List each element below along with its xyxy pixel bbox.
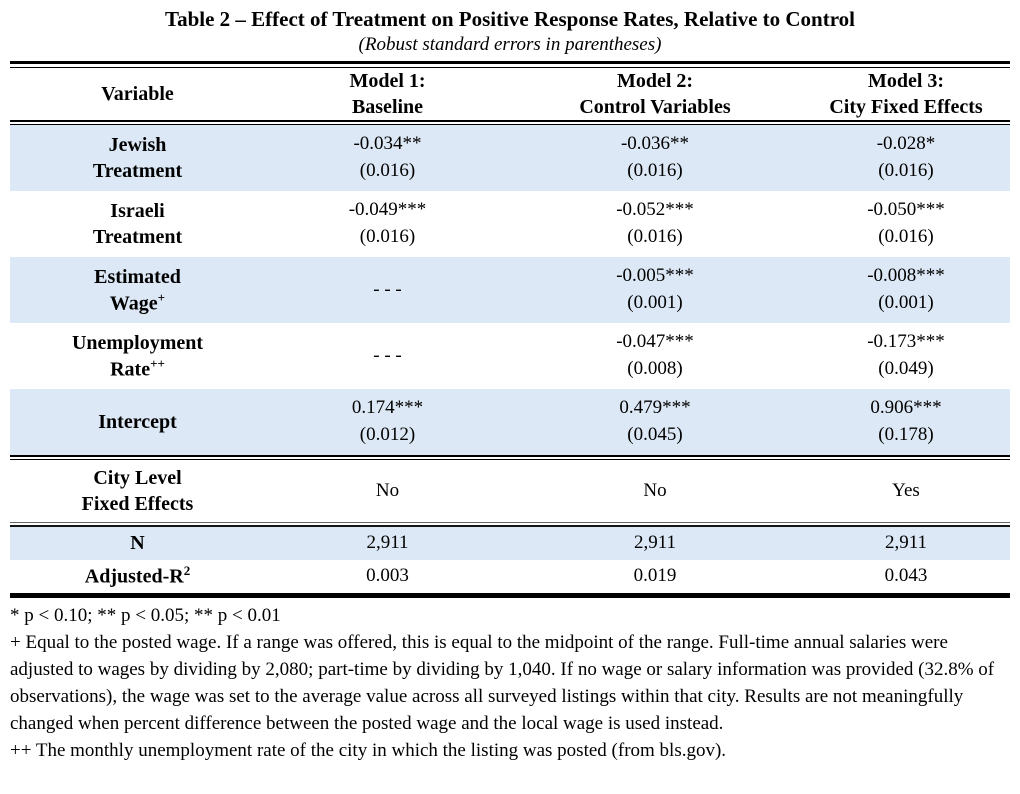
model1-cell: -0.049*** (0.016) (348, 199, 427, 247)
variable-label: City Level Fixed Effects (81, 466, 194, 515)
wage-footnote: + Equal to the posted wage. If a range w… (10, 631, 995, 734)
table-row-jewish-treatment: Jewish Treatment -0.034** (0.016) -0.036… (10, 124, 1010, 191)
fixed-effects-bottom-rule (10, 521, 1010, 527)
variable-label: Adjusted-R2 (84, 563, 191, 588)
model3-cell: 0.043 (884, 565, 928, 587)
model2-cell: 0.479*** (0.045) (619, 397, 691, 445)
variable-label: Jewish Treatment (92, 133, 183, 182)
model3-cell: 0.906*** (0.178) (870, 397, 942, 445)
intercept-bottom-rule (10, 454, 1010, 460)
table-row-unemployment-rate: Unemployment Rate++ - - - -0.047*** (0.0… (10, 323, 1010, 389)
table-header-row: Variable Model 1: Baseline Model 2: Cont… (10, 68, 1010, 120)
model1-cell: No (375, 479, 400, 501)
model3-cell: -0.050*** (0.016) (867, 199, 945, 247)
r2-superscript: 2 (183, 563, 191, 579)
table-top-rule (10, 60, 1010, 68)
model1-cell-empty: - - - (373, 278, 402, 300)
model1-cell: -0.034** (0.016) (353, 133, 422, 181)
model1-cell: 0.174*** (0.012) (351, 397, 424, 445)
significance-note: * p < 0.10; ** p < 0.05; ** p < 0.01 (10, 604, 281, 626)
model3-cell: Yes (892, 479, 920, 501)
rate-footnote-marker: ++ (150, 355, 165, 371)
table-row-n: N 2,911 2,911 2,911 (10, 526, 1010, 560)
model2-cell: -0.052*** (0.016) (616, 199, 694, 247)
model2-cell: No (643, 479, 667, 501)
regression-table: Variable Model 1: Baseline Model 2: Cont… (10, 60, 1010, 598)
wage-footnote-marker: + (157, 289, 166, 305)
model1-cell: 0.003 (366, 565, 409, 587)
table-title: Table 2 – Effect of Treatment on Positiv… (165, 7, 855, 31)
unemployment-footnote: ++ The monthly unemployment rate of the … (10, 739, 727, 761)
table-footnotes: * p < 0.10; ** p < 0.05; ** p < 0.01 + E… (10, 603, 1010, 765)
variable-label: Estimated Wage+ (94, 265, 181, 315)
column-header-variable: Variable (101, 82, 174, 105)
model1-cell-empty: - - - (373, 344, 402, 366)
model1-cell: 2,911 (366, 532, 409, 554)
model3-cell: -0.008*** (0.001) (867, 265, 945, 313)
table-subtitle: (Robust standard errors in parentheses) (358, 34, 662, 56)
model2-cell: -0.047*** (0.008) (616, 331, 694, 379)
model2-cell: 2,911 (633, 532, 677, 554)
variable-label: N (130, 532, 145, 555)
table-row-adjusted-r2: Adjusted-R2 0.003 0.019 0.043 (10, 560, 1010, 593)
table-row-estimated-wage: Estimated Wage+ - - - -0.005*** (0.001) … (10, 256, 1010, 323)
model2-cell: 0.019 (633, 565, 677, 587)
variable-label: Unemployment Rate++ (71, 331, 204, 381)
model3-cell: -0.028* (0.016) (876, 133, 936, 181)
model3-cell: -0.173*** (0.049) (867, 331, 945, 379)
table-bottom-rule (10, 592, 1010, 598)
column-header-model1: Model 1: Baseline (349, 69, 426, 118)
column-header-model2: Model 2: Control Variables (579, 69, 731, 118)
model3-cell: 2,911 (884, 532, 928, 554)
column-header-model3: Model 3: City Fixed Effects (829, 69, 983, 118)
table-row-intercept: Intercept 0.174*** (0.012) 0.479*** (0.0… (10, 388, 1010, 455)
model2-cell: -0.036** (0.016) (620, 133, 690, 181)
variable-label: Intercept (98, 410, 177, 433)
table-row-israeli-treatment: Israeli Treatment -0.049*** (0.016) -0.0… (10, 191, 1010, 257)
header-bottom-rule (10, 119, 1010, 125)
variable-label: Israeli Treatment (92, 199, 183, 248)
table-row-city-fixed-effects: City Level Fixed Effects No No Yes (10, 460, 1010, 522)
model2-cell: -0.005*** (0.001) (616, 265, 694, 313)
